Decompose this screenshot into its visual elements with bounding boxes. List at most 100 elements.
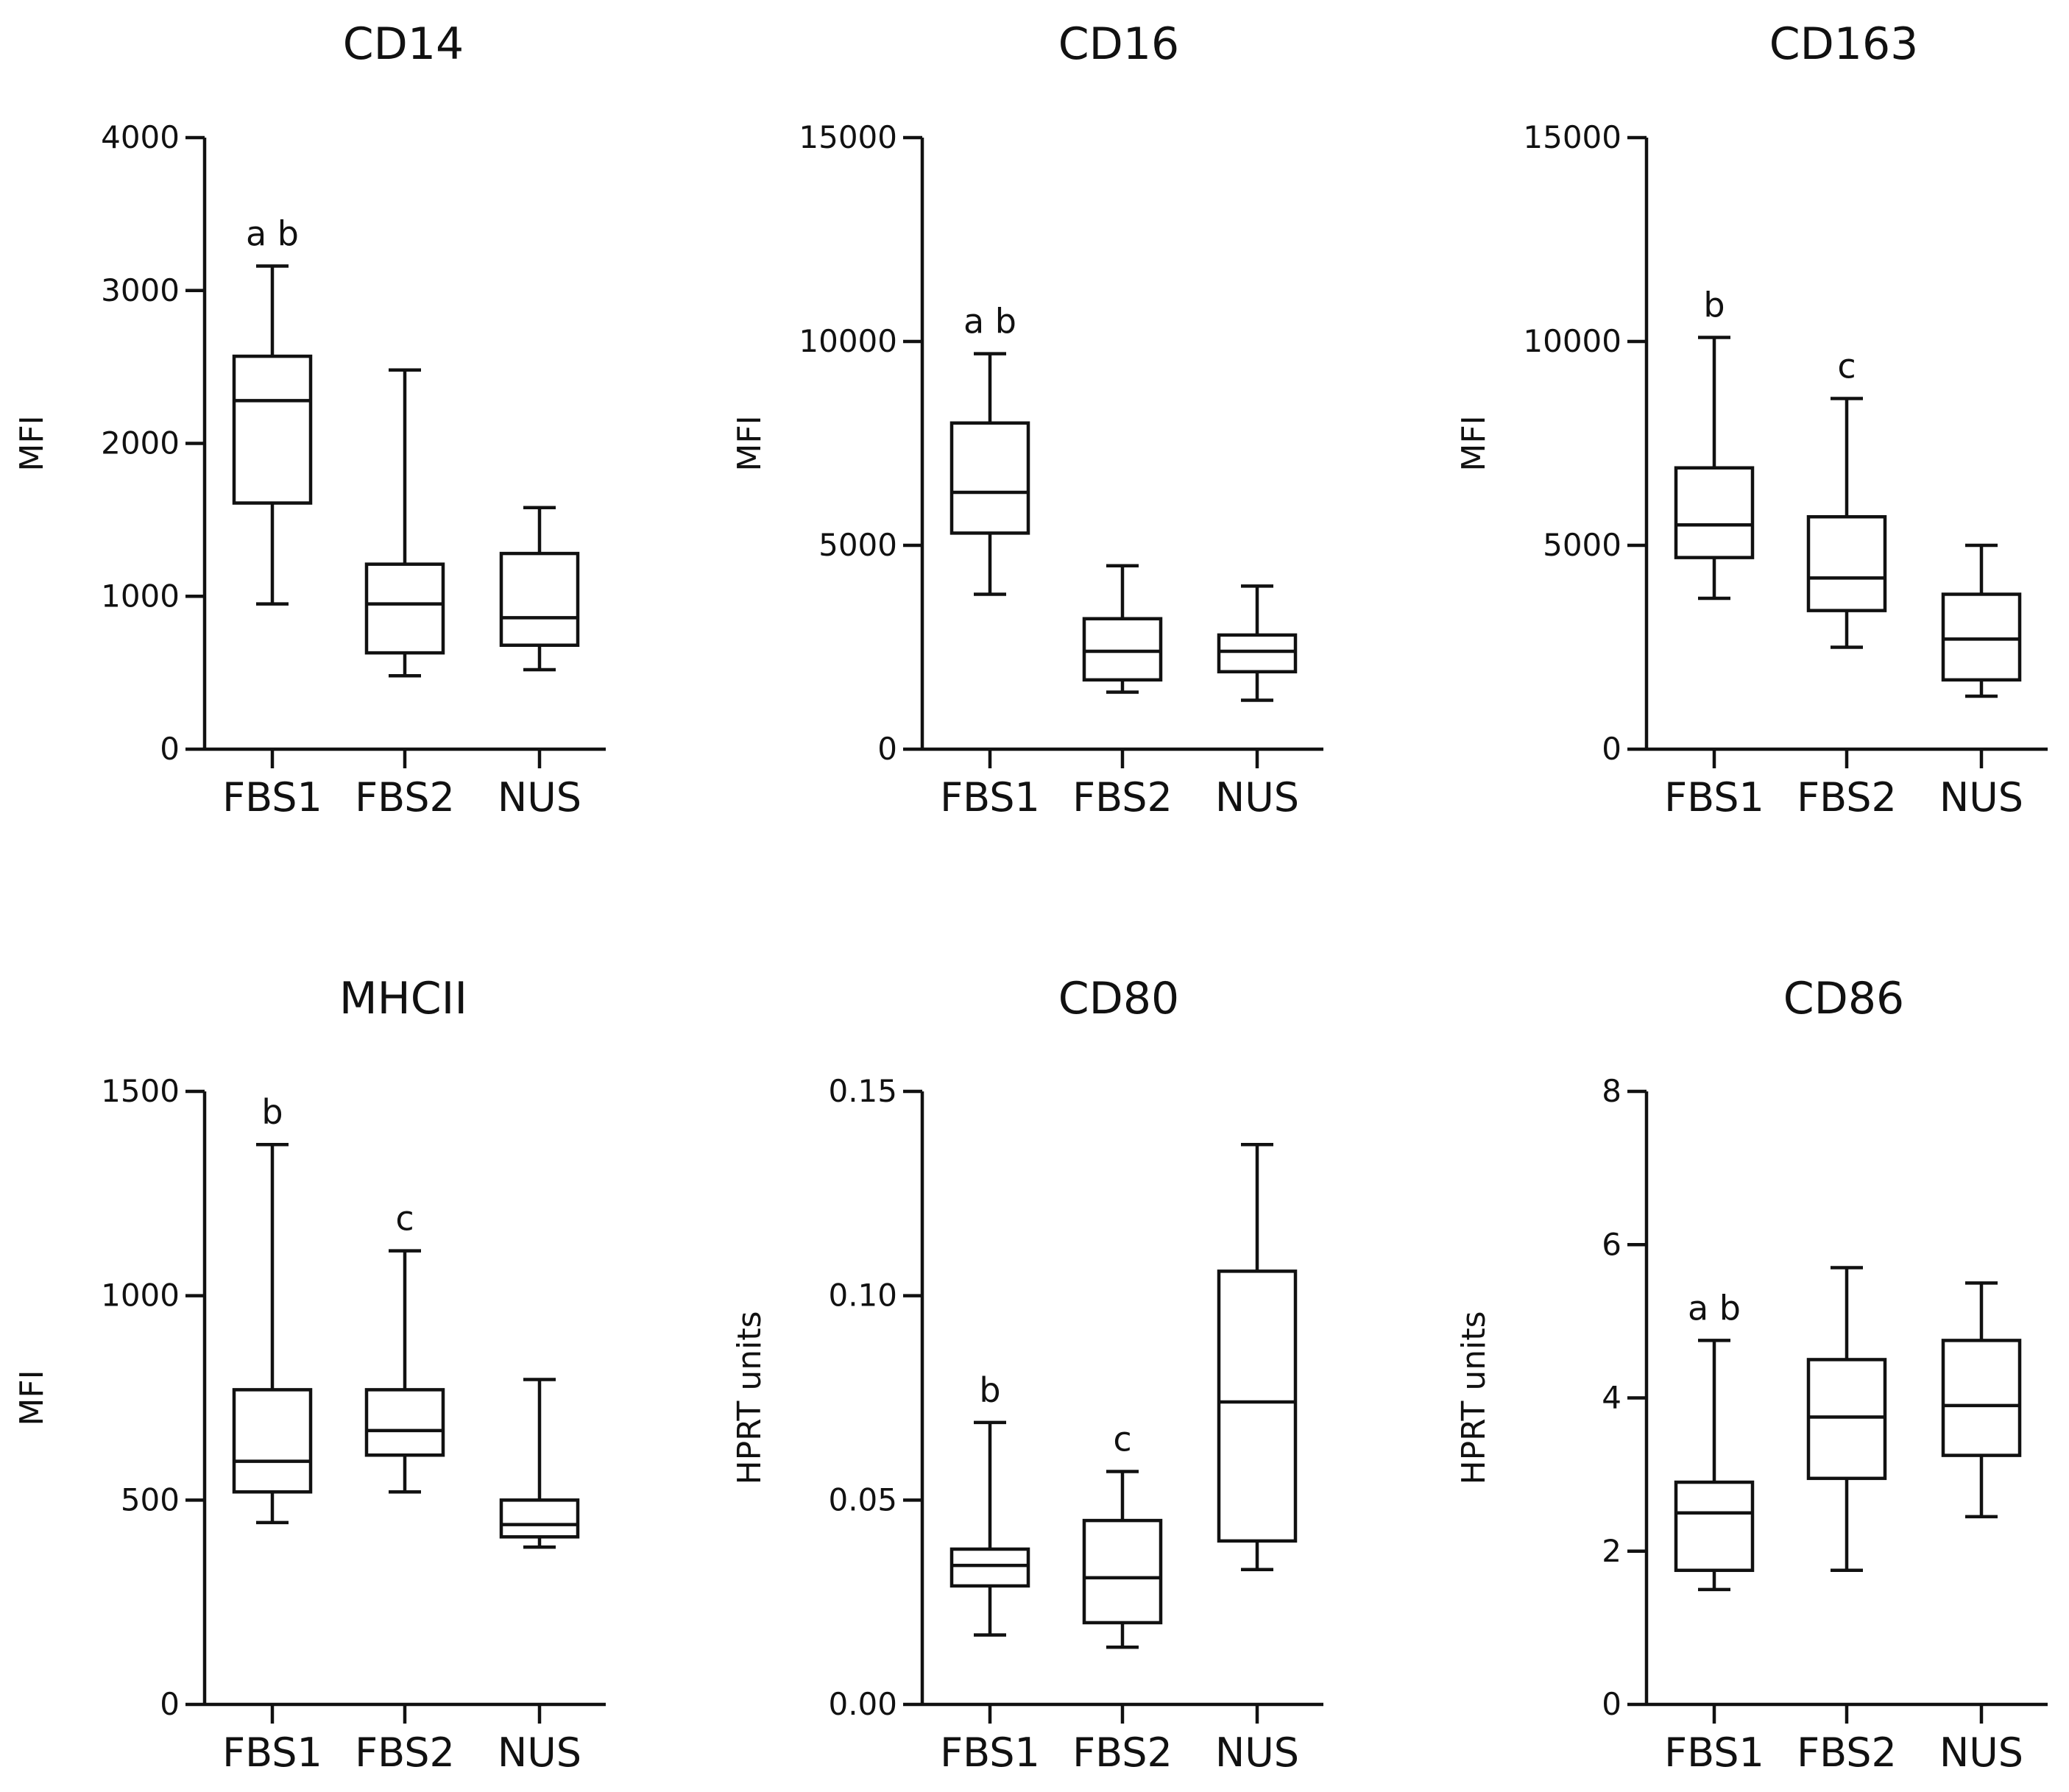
- x-tick-label: FBS1: [222, 774, 322, 821]
- y-tick-label: 1500: [101, 1073, 180, 1109]
- x-tick-label: NUS: [1939, 774, 2023, 821]
- iqr-box: [364, 1388, 445, 1457]
- y-tick-label: 0.00: [828, 1686, 897, 1722]
- y-tick-label: 0: [1602, 1686, 1621, 1722]
- box-fbs2: FBS2 c: [355, 1199, 455, 1776]
- x-tick-label: FBS1: [1664, 1729, 1764, 1776]
- iqr-box: [1806, 514, 1887, 612]
- box-nus: NUS: [1215, 1142, 1299, 1776]
- panel-cd163: CD163 0 5000 10000 15000 MFI FBS1 b FBS2 c NUS: [1455, 18, 2048, 821]
- iqr-box: [1806, 1358, 1887, 1481]
- box-fbs1: FBS1 b: [222, 1092, 322, 1776]
- significance-label: b: [979, 1370, 1000, 1410]
- panel-title: CD80: [1058, 973, 1179, 1024]
- panel-title: CD16: [1058, 18, 1179, 70]
- y-tick-label: 6: [1602, 1226, 1621, 1262]
- iqr-box: [1674, 466, 1755, 559]
- significance-label: b: [1703, 285, 1725, 325]
- y-tick-label: 2000: [101, 425, 180, 461]
- significance-label: a b: [246, 214, 299, 254]
- x-tick-label: NUS: [498, 774, 581, 821]
- x-tick-label: FBS1: [940, 774, 1040, 821]
- significance-label: b: [261, 1092, 283, 1132]
- box-nus: NUS: [1215, 584, 1299, 821]
- y-tick-label: 0.15: [828, 1073, 897, 1109]
- y-tick-label: 8: [1602, 1073, 1621, 1109]
- iqr-box: [1941, 592, 2022, 682]
- y-tick-label: 4: [1602, 1380, 1621, 1416]
- y-axis-label: MFI: [731, 415, 768, 471]
- x-tick-label: FBS1: [1664, 774, 1764, 821]
- y-tick-label: 10000: [1523, 323, 1621, 359]
- iqr-box: [1217, 633, 1298, 673]
- box-fbs2: FBS2 c: [1072, 1419, 1173, 1776]
- x-tick-label: FBS1: [940, 1729, 1040, 1776]
- y-tick-label: 15000: [1523, 119, 1621, 155]
- iqr-box: [949, 421, 1030, 535]
- x-tick-label: FBS2: [355, 1729, 455, 1776]
- x-tick-label: NUS: [1939, 1729, 2023, 1776]
- y-axis-label: MFI: [13, 1370, 51, 1426]
- iqr-box: [232, 1388, 313, 1494]
- y-tick-label: 1000: [101, 578, 180, 614]
- y-axis-label: HPRT units: [731, 1311, 768, 1484]
- box-fbs2: FBS2 c: [1797, 347, 1897, 821]
- panel-cd86: CD86 0 2 4 6 8 HPRT units FBS1 a b FBS2 NUS: [1455, 973, 2048, 1776]
- iqr-box: [1082, 1518, 1163, 1625]
- y-tick-label: 5000: [818, 527, 897, 563]
- significance-label: a b: [1688, 1288, 1741, 1328]
- iqr-box: [949, 1547, 1030, 1588]
- x-tick-label: FBS2: [1072, 1729, 1173, 1776]
- y-tick-label: 15000: [799, 119, 897, 155]
- panel-title: CD14: [343, 18, 464, 70]
- y-tick-label: 500: [121, 1481, 180, 1517]
- box-fbs2: FBS2: [1072, 564, 1173, 821]
- y-axis-label: HPRT units: [1455, 1311, 1493, 1484]
- box-nus: NUS: [1939, 543, 2023, 821]
- x-tick-label: FBS2: [1797, 774, 1897, 821]
- box-fbs1: FBS1 b: [940, 1370, 1040, 1776]
- y-tick-label: 0: [160, 1686, 180, 1722]
- x-tick-label: FBS2: [1797, 1729, 1897, 1776]
- y-tick-label: 0: [1602, 731, 1621, 767]
- box-fbs1: FBS1 b: [1664, 285, 1764, 821]
- y-tick-label: 3000: [101, 272, 180, 308]
- box-nus: NUS: [498, 506, 581, 821]
- significance-label: a b: [963, 302, 1016, 341]
- y-tick-label: 2: [1602, 1533, 1621, 1569]
- x-tick-label: NUS: [498, 1729, 581, 1776]
- iqr-box: [1674, 1480, 1755, 1573]
- iqr-box: [232, 354, 313, 505]
- box-fbs1: FBS1 a b: [1664, 1288, 1764, 1776]
- x-tick-label: NUS: [1215, 1729, 1299, 1776]
- y-axis-label: MFI: [1455, 415, 1493, 471]
- x-tick-label: FBS2: [1072, 774, 1173, 821]
- box-nus: NUS: [1939, 1281, 2023, 1776]
- iqr-box: [499, 551, 580, 647]
- y-tick-label: 1000: [101, 1278, 180, 1314]
- box-fbs1: FBS1 a b: [222, 214, 322, 821]
- y-tick-label: 0.10: [828, 1278, 897, 1314]
- iqr-box: [499, 1498, 580, 1539]
- box-fbs2: FBS2: [355, 368, 455, 821]
- significance-label: c: [1837, 347, 1856, 386]
- y-tick-label: 0.05: [828, 1481, 897, 1517]
- box-nus: NUS: [498, 1378, 581, 1776]
- box-fbs1: FBS1 a b: [940, 302, 1040, 821]
- panel-cd80: CD80 0.00 0.05 0.10 0.15 HPRT units FBS1 b FBS2 c…: [731, 973, 1323, 1776]
- iqr-box: [1941, 1339, 2022, 1457]
- iqr-box: [364, 562, 445, 655]
- panel-cd16: CD16 0 5000 10000 15000 MFI FBS1 a b FBS2 NUS: [731, 18, 1323, 821]
- iqr-box: [1082, 617, 1163, 682]
- y-tick-label: 0: [160, 731, 180, 767]
- y-tick-label: 10000: [799, 323, 897, 359]
- x-tick-label: NUS: [1215, 774, 1299, 821]
- panel-title: MHCII: [339, 973, 467, 1024]
- panel-title: CD163: [1769, 18, 1919, 70]
- significance-label: c: [395, 1199, 414, 1239]
- iqr-box: [1217, 1269, 1298, 1543]
- x-tick-label: FBS2: [355, 774, 455, 821]
- panel-title: CD86: [1783, 973, 1904, 1024]
